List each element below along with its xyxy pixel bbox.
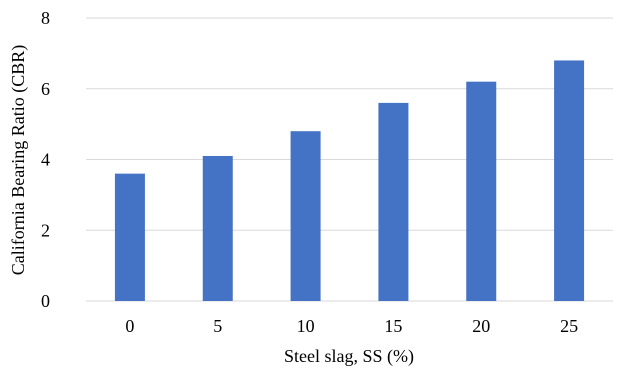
- y-axis-ticks: 0 2 4 6 8: [41, 8, 50, 311]
- x-tick-label: 5: [213, 316, 222, 336]
- x-tick-label: 10: [297, 316, 315, 336]
- y-axis-title: California Bearing Ratio (CBR): [8, 45, 29, 275]
- y-tick-label: 2: [41, 220, 50, 240]
- x-axis-title: Steel slag, SS (%): [284, 346, 414, 367]
- gridlines: [86, 17, 613, 302]
- y-tick-label: 6: [41, 79, 50, 99]
- y-tick-label: 0: [41, 291, 50, 311]
- x-tick-label: 15: [384, 316, 402, 336]
- bar: [202, 155, 233, 301]
- bar: [378, 102, 409, 302]
- bar: [466, 81, 497, 301]
- y-tick-label: 4: [41, 150, 50, 170]
- x-tick-label: 0: [125, 316, 134, 336]
- bar: [290, 131, 321, 301]
- x-axis-ticks: 0 5 10 15 20 25: [125, 316, 578, 336]
- bars: [114, 60, 585, 302]
- bar: [114, 173, 145, 301]
- x-tick-label: 25: [560, 316, 578, 336]
- bar: [554, 60, 585, 302]
- x-tick-label: 20: [472, 316, 490, 336]
- y-tick-label: 8: [41, 8, 50, 28]
